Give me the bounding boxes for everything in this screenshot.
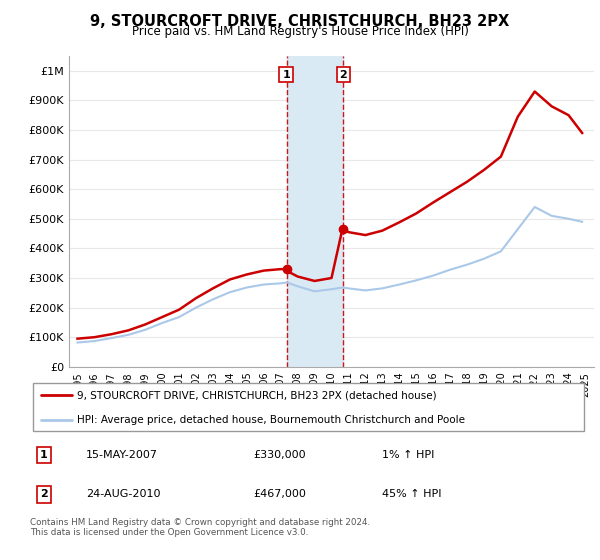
- Text: 1: 1: [40, 450, 48, 460]
- Text: 9, STOURCROFT DRIVE, CHRISTCHURCH, BH23 2PX (detached house): 9, STOURCROFT DRIVE, CHRISTCHURCH, BH23 …: [77, 390, 437, 400]
- Text: £330,000: £330,000: [253, 450, 306, 460]
- Text: 2: 2: [340, 69, 347, 80]
- Text: 1% ↑ HPI: 1% ↑ HPI: [382, 450, 434, 460]
- Text: 2: 2: [40, 489, 48, 499]
- Text: 9, STOURCROFT DRIVE, CHRISTCHURCH, BH23 2PX: 9, STOURCROFT DRIVE, CHRISTCHURCH, BH23 …: [91, 14, 509, 29]
- Text: 24-AUG-2010: 24-AUG-2010: [86, 489, 160, 499]
- Text: 15-MAY-2007: 15-MAY-2007: [86, 450, 158, 460]
- Bar: [287, 56, 343, 367]
- Text: 1: 1: [282, 69, 290, 80]
- Text: Price paid vs. HM Land Registry's House Price Index (HPI): Price paid vs. HM Land Registry's House …: [131, 25, 469, 38]
- Text: £467,000: £467,000: [253, 489, 306, 499]
- Text: Contains HM Land Registry data © Crown copyright and database right 2024.
This d: Contains HM Land Registry data © Crown c…: [30, 518, 370, 538]
- Text: 45% ↑ HPI: 45% ↑ HPI: [382, 489, 441, 499]
- Text: HPI: Average price, detached house, Bournemouth Christchurch and Poole: HPI: Average price, detached house, Bour…: [77, 414, 466, 424]
- FancyBboxPatch shape: [33, 384, 584, 431]
